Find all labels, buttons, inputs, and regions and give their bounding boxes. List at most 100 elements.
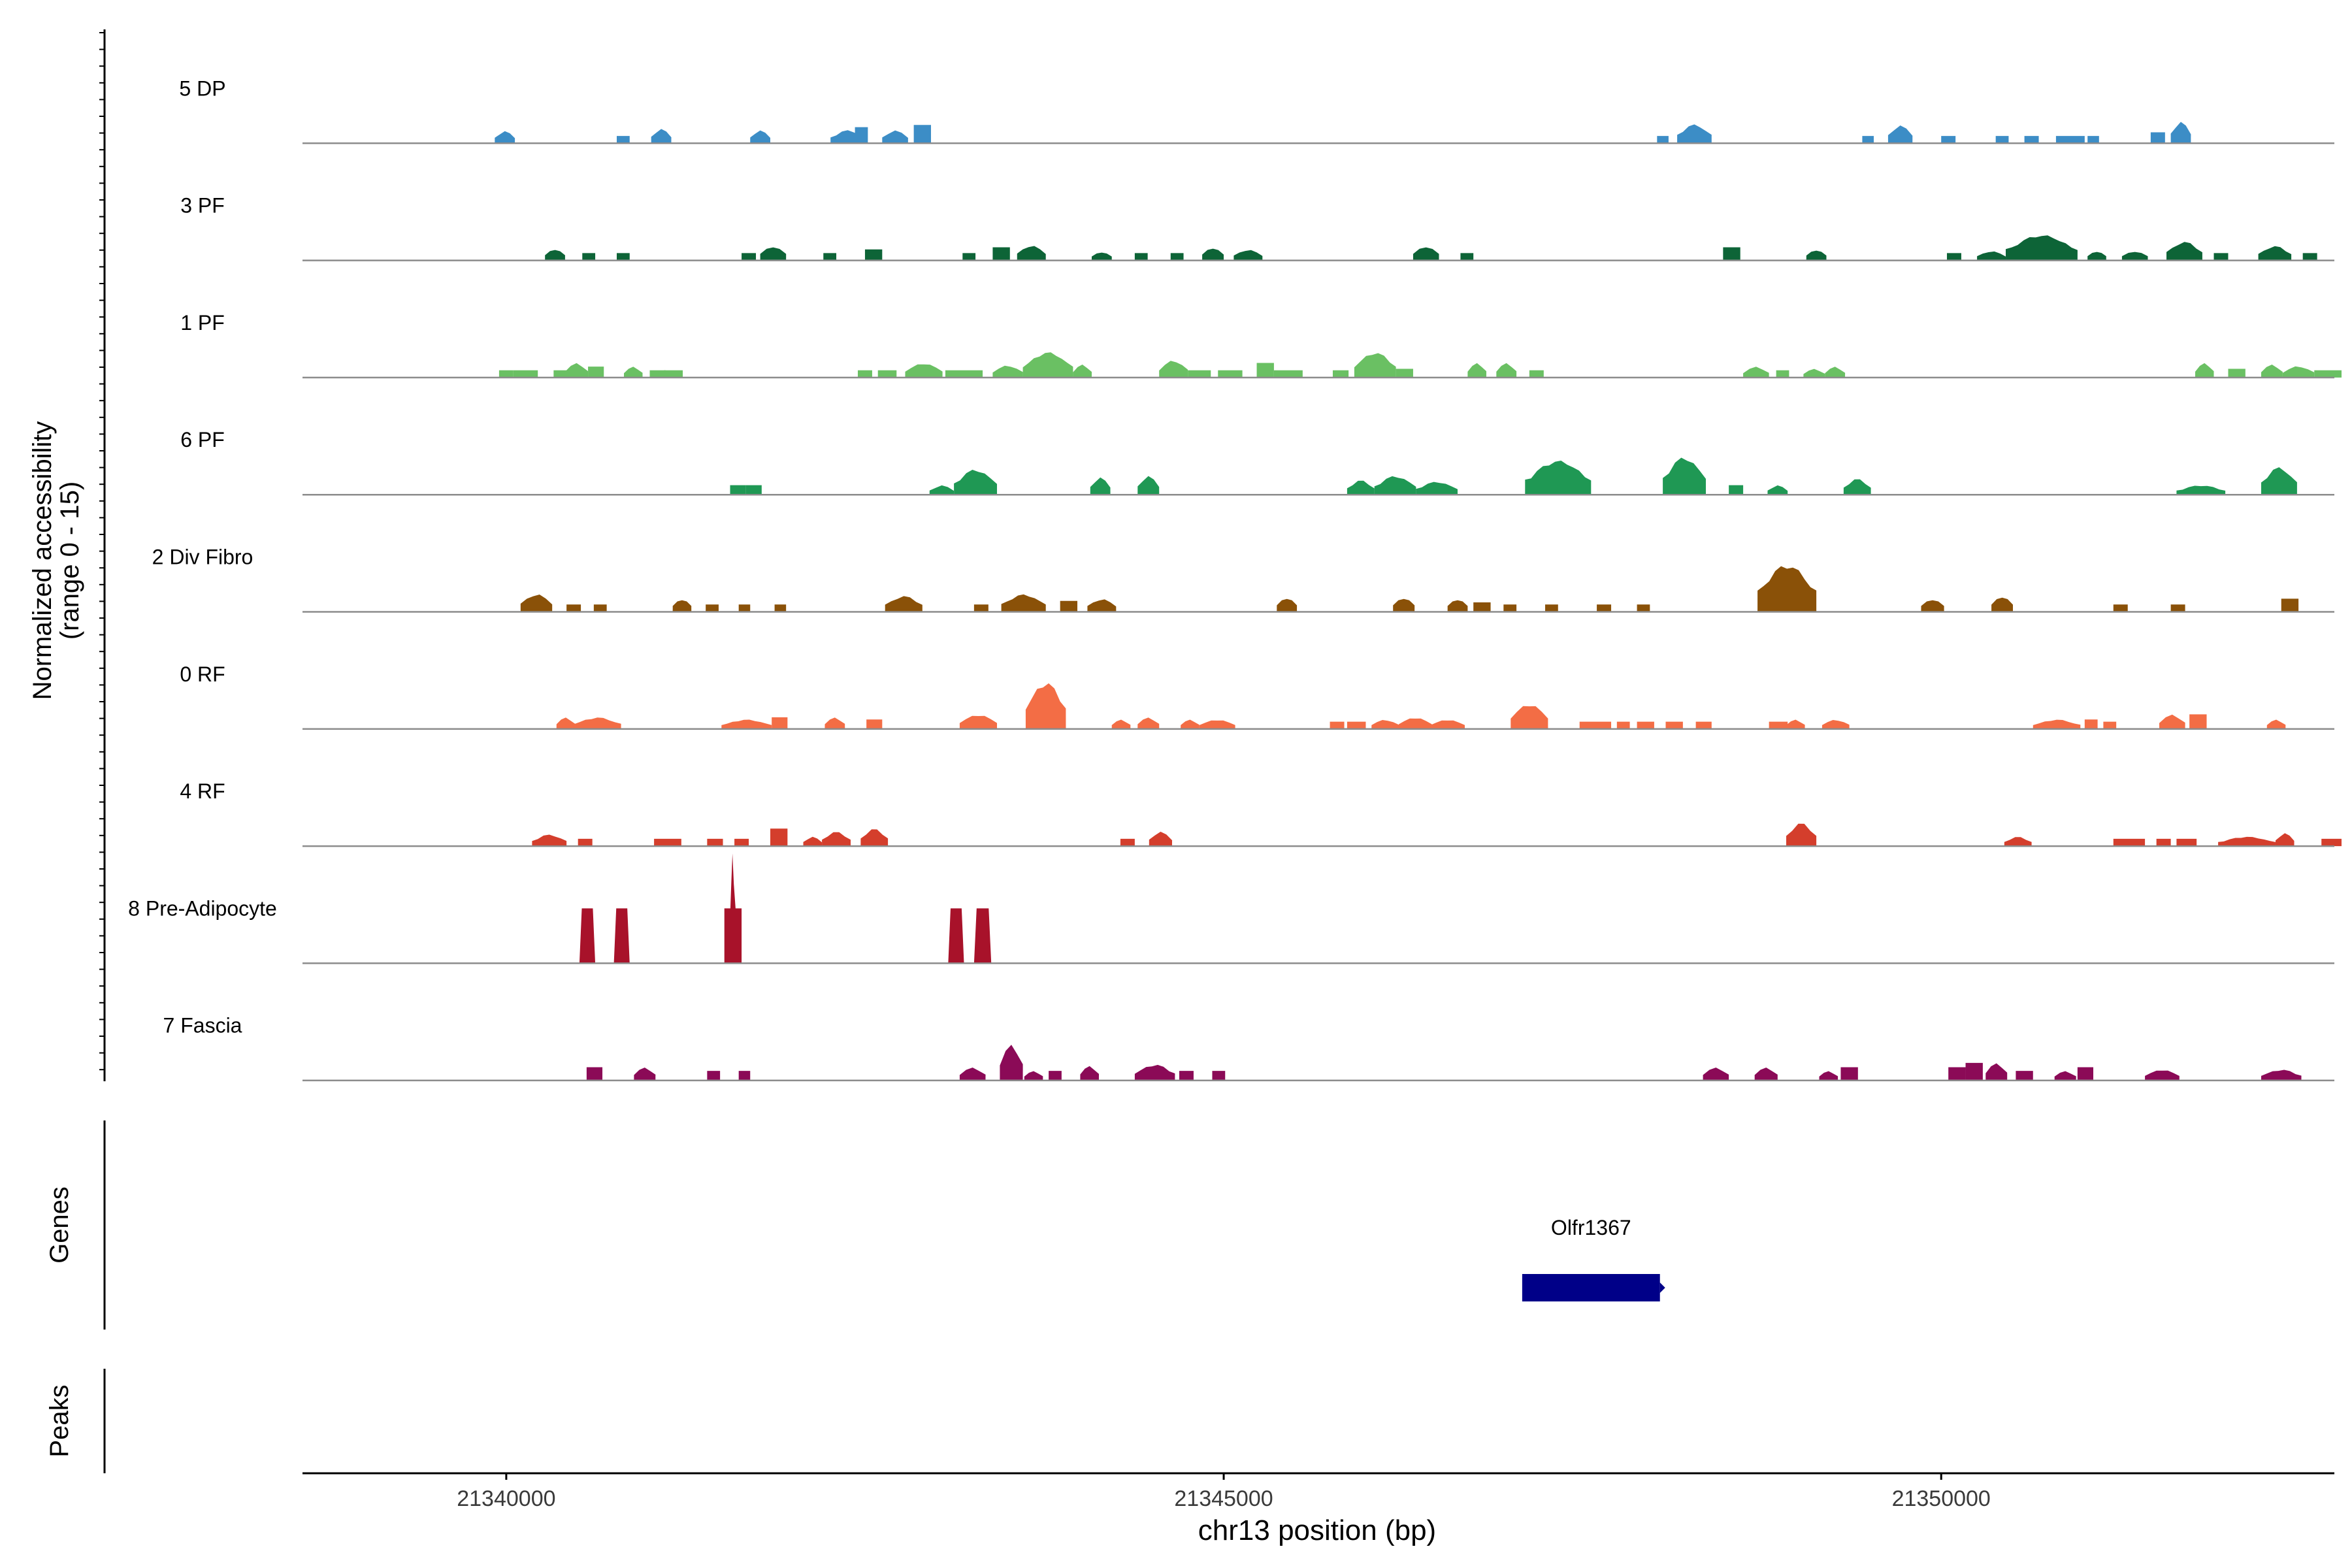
coverage-peak (1806, 250, 1827, 261)
coverage-peak (498, 370, 514, 378)
track-label: 4 RF (180, 779, 225, 803)
coverage-peak (1921, 600, 1944, 612)
coverage-peak (2213, 253, 2229, 261)
coverage-peak (1754, 1068, 1778, 1081)
coverage-peak (1803, 368, 1825, 378)
coverage-peak (2170, 604, 2185, 612)
coverage-peak (1941, 136, 1956, 144)
coverage-peak (2055, 136, 2085, 144)
coverage-peak (2261, 365, 2283, 378)
coverage-peak (623, 367, 643, 378)
coverage-peak (651, 129, 672, 144)
coverage-peak (860, 829, 889, 847)
coverage-peak (2016, 1071, 2033, 1081)
coverage-peak (2113, 604, 2128, 612)
coverage-peak (1447, 600, 1468, 612)
coverage-peak (2006, 235, 2078, 261)
coverage-peak (822, 832, 851, 847)
coverage-peak (929, 485, 955, 495)
coverage-tracks: 5 DP 3 PF 1 PF 6 PF 2 Div Fibro 0 RF 4 RF 8 Pre… (128, 76, 2342, 1081)
coverage-peak (707, 1071, 721, 1081)
coverage-peak (1393, 598, 1415, 612)
coverage-peak (616, 136, 630, 144)
track-label: 5 DP (179, 76, 225, 100)
coverage-peak (2113, 838, 2146, 847)
track-0-rf: 0 RF (180, 662, 2334, 730)
coverage-peak (2166, 242, 2202, 261)
coverage-peak (1256, 363, 1274, 378)
coverage-peak (578, 838, 593, 847)
coverage-peak (1743, 367, 1769, 378)
coverage-peak (1723, 247, 1740, 261)
coverage-peak (1786, 719, 1805, 729)
coverage-peak (738, 604, 751, 612)
coverage-peak (545, 250, 565, 261)
peaks-panel: Peaks (45, 1369, 106, 1473)
coverage-peak (2275, 833, 2295, 847)
coverage-peak (2228, 368, 2246, 378)
coverage-peak (885, 596, 923, 612)
track-label: 7 Fascia (163, 1014, 242, 1037)
coverage-peak (959, 715, 998, 729)
coverage-peak (973, 604, 988, 612)
track-label: 8 Pre-Adipocyte (128, 896, 277, 920)
coverage-peak (1233, 250, 1263, 261)
coverage-peak (2218, 836, 2276, 847)
genes-panel: Genes Olfr1367 (45, 1120, 1665, 1330)
coverage-peak (721, 719, 772, 729)
coverage-peak (706, 604, 719, 612)
coverage-peak (738, 1071, 751, 1081)
coverage-peak (588, 367, 604, 378)
y-axis-ticks (99, 32, 105, 1071)
coverage-peak (1332, 370, 1349, 378)
coverage-peak (2004, 837, 2032, 847)
track-2-div-fibro: 2 Div Fibro (152, 546, 2334, 613)
coverage-peak (1948, 1067, 1966, 1081)
coverage-peak (772, 717, 788, 729)
coverage-peak (1087, 599, 1117, 612)
coverage-peak (553, 370, 567, 378)
coverage-peak (1149, 832, 1172, 847)
coverage-peak (1965, 1062, 1983, 1081)
coverage-peak (866, 719, 883, 729)
coverage-peak (1840, 1067, 1858, 1081)
coverage-peak (1496, 363, 1517, 378)
track-7-fascia: 7 Fascia (163, 1014, 2334, 1081)
coverage-peak (774, 604, 787, 612)
coverage-peak (2024, 136, 2039, 144)
coverage-peak (962, 253, 976, 261)
coverage-peak (1000, 1045, 1023, 1081)
coverage-peak (803, 836, 823, 847)
coverage-peak (1843, 479, 1871, 495)
coverage-peak (1946, 253, 1961, 261)
coverage-peak (1024, 1071, 1043, 1081)
coverage-peak (1597, 604, 1612, 612)
y-axis-label-line2: (range 0 - 15) (56, 482, 84, 640)
coverage-peak (2302, 253, 2317, 261)
coverage-peak (992, 365, 1023, 378)
coverage-peak (992, 247, 1010, 261)
coverage-peak (2195, 363, 2214, 378)
coverage-peak (1354, 353, 1396, 378)
x-axis-label: chr13 position (bp) (1198, 1514, 1436, 1546)
coverage-peak (1049, 1071, 1062, 1081)
coverage-peak (2266, 719, 2286, 729)
coverage-peak (1503, 604, 1517, 612)
coverage-peak (882, 130, 908, 144)
coverage-peak (1545, 604, 1558, 612)
track-8-pre-adipocyte: 8 Pre-Adipocyte (128, 853, 2334, 964)
coverage-peak (1134, 1064, 1175, 1081)
coverage-peak (1091, 252, 1112, 261)
coverage-peak (2261, 467, 2297, 495)
gene-body-olfr1367 (1522, 1274, 1665, 1301)
coverage-peak (1819, 1071, 1838, 1081)
coverage-peak (613, 908, 630, 964)
coverage-peak (1887, 125, 1913, 144)
coverage-peak (1430, 720, 1465, 729)
coverage-peak (556, 717, 576, 729)
coverage-peak (1825, 367, 1846, 378)
coverage-peak (1212, 1071, 1226, 1081)
coverage-peak (2261, 1070, 2302, 1081)
coverage-peak (2281, 598, 2299, 612)
